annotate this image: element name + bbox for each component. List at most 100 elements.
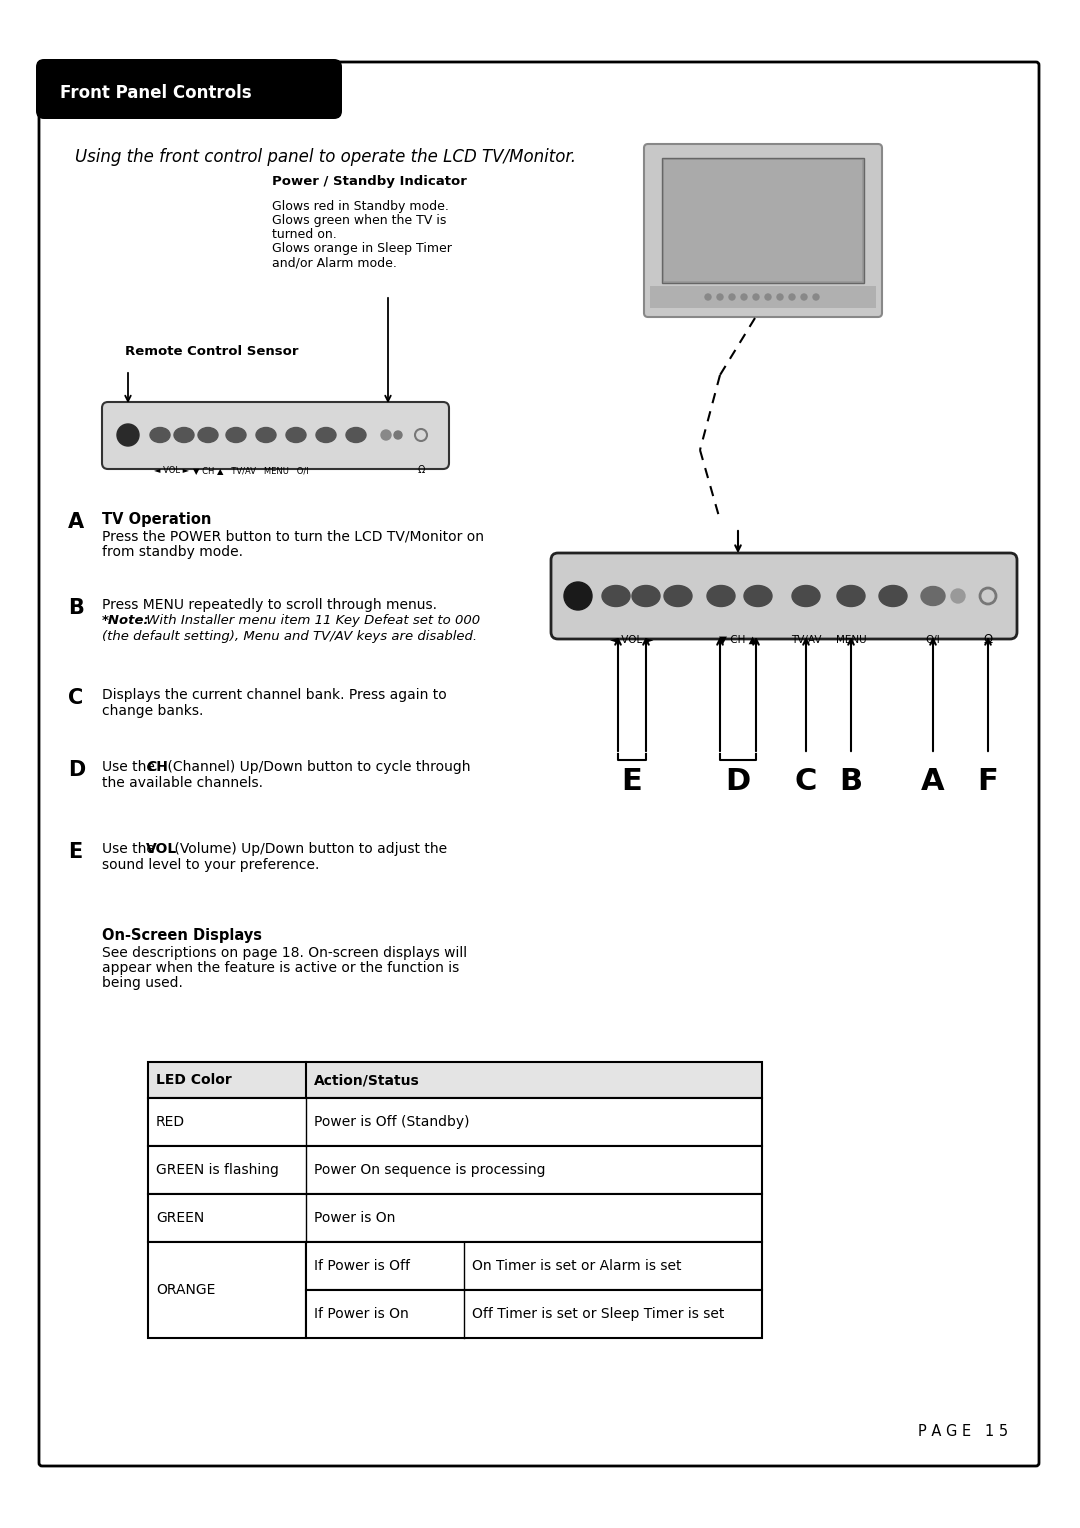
Bar (270, 67, 334, 112)
Text: Displays the current channel bank. Press again to: Displays the current channel bank. Press… (102, 688, 447, 701)
Text: D: D (68, 759, 85, 779)
Text: Power is Off (Standby): Power is Off (Standby) (314, 1115, 470, 1129)
Circle shape (777, 293, 783, 299)
Text: C: C (68, 688, 83, 707)
Text: A: A (68, 512, 84, 532)
Circle shape (705, 293, 711, 299)
Text: On-Screen Displays: On-Screen Displays (102, 927, 262, 943)
Text: Action/Status: Action/Status (314, 1073, 420, 1086)
Text: P A G E   1 5: P A G E 1 5 (918, 1424, 1008, 1439)
Circle shape (394, 431, 402, 439)
Text: GREEN is flashing: GREEN is flashing (156, 1163, 279, 1177)
Text: LED Color: LED Color (156, 1073, 232, 1086)
Ellipse shape (632, 585, 660, 607)
Text: Power is On: Power is On (314, 1212, 395, 1225)
Circle shape (951, 588, 966, 604)
Ellipse shape (174, 428, 194, 443)
Ellipse shape (316, 428, 336, 443)
Text: If Power is Off: If Power is Off (314, 1259, 410, 1273)
Text: appear when the feature is active or the function is: appear when the feature is active or the… (102, 961, 459, 975)
Circle shape (765, 293, 771, 299)
Ellipse shape (921, 587, 945, 605)
Ellipse shape (226, 428, 246, 443)
FancyBboxPatch shape (36, 60, 342, 119)
Ellipse shape (198, 428, 218, 443)
Text: CH: CH (146, 759, 167, 775)
Text: Press the POWER button to turn the LCD TV/Monitor on: Press the POWER button to turn the LCD T… (102, 529, 484, 542)
Text: from standby mode.: from standby mode. (102, 545, 243, 559)
Text: the available channels.: the available channels. (102, 776, 264, 790)
Circle shape (717, 293, 723, 299)
Ellipse shape (286, 428, 306, 443)
Text: Glows orange in Sleep Timer: Glows orange in Sleep Timer (272, 241, 451, 255)
Text: *Note:: *Note: (102, 614, 150, 626)
Text: If Power is On: If Power is On (314, 1306, 408, 1322)
Text: ORANGE: ORANGE (156, 1284, 215, 1297)
Circle shape (564, 582, 592, 610)
Text: D: D (726, 767, 751, 796)
Circle shape (813, 293, 819, 299)
Text: Ω: Ω (984, 633, 993, 646)
Text: TV/AV: TV/AV (791, 636, 821, 645)
Text: E: E (68, 842, 82, 862)
Text: change banks.: change banks. (102, 704, 203, 718)
Ellipse shape (744, 585, 772, 607)
Text: B: B (68, 597, 84, 617)
Text: Use the: Use the (102, 842, 159, 856)
Text: E: E (622, 767, 643, 796)
Text: sound level to your preference.: sound level to your preference. (102, 859, 320, 872)
Bar (662, 157, 864, 283)
Ellipse shape (664, 585, 692, 607)
Ellipse shape (150, 428, 170, 443)
Text: ◄ VOL ►: ◄ VOL ► (610, 636, 653, 645)
Text: On Timer is set or Alarm is set: On Timer is set or Alarm is set (472, 1259, 681, 1273)
Ellipse shape (602, 585, 630, 607)
Circle shape (729, 293, 735, 299)
Circle shape (117, 423, 139, 446)
Text: being used.: being used. (102, 976, 183, 990)
Ellipse shape (879, 585, 907, 607)
Ellipse shape (346, 428, 366, 443)
Text: VOL: VOL (146, 842, 177, 856)
FancyBboxPatch shape (551, 553, 1017, 639)
Text: Press MENU repeatedly to scroll through menus.: Press MENU repeatedly to scroll through … (102, 597, 437, 613)
Text: MENU: MENU (836, 636, 866, 645)
Text: Glows red in Standby mode.: Glows red in Standby mode. (272, 200, 449, 212)
Text: Front Panel Controls: Front Panel Controls (60, 84, 252, 102)
Text: F: F (977, 767, 998, 796)
Circle shape (789, 293, 795, 299)
Text: ◄ VOL ►: ◄ VOL ► (154, 466, 190, 475)
Bar (148, 1242, 306, 1339)
FancyBboxPatch shape (644, 144, 882, 316)
Text: Power / Standby Indicator: Power / Standby Indicator (272, 176, 467, 188)
Bar (270, 67, 334, 112)
Bar (306, 1242, 762, 1290)
Text: C: C (795, 767, 818, 796)
Text: Remote Control Sensor: Remote Control Sensor (125, 345, 298, 358)
Text: ▼ CH ▲: ▼ CH ▲ (719, 636, 757, 645)
Text: Glows green when the TV is: Glows green when the TV is (272, 214, 446, 228)
Circle shape (381, 429, 391, 440)
Text: Ω: Ω (417, 465, 424, 475)
Text: ▼ CH ▲   TV/AV   MENU   O/I: ▼ CH ▲ TV/AV MENU O/I (193, 466, 309, 475)
Ellipse shape (792, 585, 820, 607)
Text: A: A (921, 767, 945, 796)
Ellipse shape (837, 585, 865, 607)
Text: RED: RED (156, 1115, 185, 1129)
Text: GREEN: GREEN (156, 1212, 204, 1225)
Text: With Installer menu item 11 Key Defeat set to 000: With Installer menu item 11 Key Defeat s… (141, 614, 481, 626)
FancyBboxPatch shape (102, 402, 449, 469)
Text: B: B (839, 767, 863, 796)
Text: Power On sequence is processing: Power On sequence is processing (314, 1163, 545, 1177)
Text: (Volume) Up/Down button to adjust the: (Volume) Up/Down button to adjust the (170, 842, 447, 856)
Bar (148, 1146, 762, 1193)
Circle shape (741, 293, 747, 299)
Text: (Channel) Up/Down button to cycle through: (Channel) Up/Down button to cycle throug… (163, 759, 471, 775)
Text: (the default setting), Menu and TV/AV keys are disabled.: (the default setting), Menu and TV/AV ke… (102, 630, 477, 643)
Bar (148, 1062, 762, 1099)
Text: Using the front control panel to operate the LCD TV/Monitor.: Using the front control panel to operate… (75, 148, 576, 167)
Text: and/or Alarm mode.: and/or Alarm mode. (272, 257, 396, 269)
Bar (650, 286, 876, 309)
Circle shape (753, 293, 759, 299)
Text: Use the: Use the (102, 759, 159, 775)
